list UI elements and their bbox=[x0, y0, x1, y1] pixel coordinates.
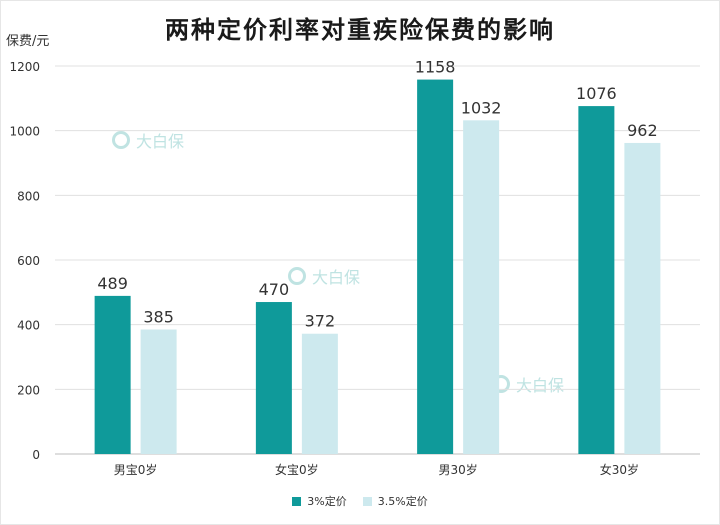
y-tick-label: 600 bbox=[17, 254, 40, 268]
data-label: 470 bbox=[259, 280, 290, 299]
data-label: 962 bbox=[627, 121, 658, 140]
y-tick-label: 400 bbox=[17, 319, 40, 333]
watermark-logo-icon bbox=[288, 267, 306, 285]
bar bbox=[578, 106, 615, 455]
data-label: 489 bbox=[97, 274, 128, 293]
y-tick-label: 1200 bbox=[9, 60, 40, 74]
watermark-text: 大白保 bbox=[516, 376, 565, 395]
legend-swatch bbox=[292, 496, 302, 506]
bar bbox=[301, 333, 338, 454]
watermark: 大白保 bbox=[112, 128, 184, 152]
y-axis-unit-label: 保费/元 bbox=[6, 34, 50, 49]
watermark-logo-icon bbox=[112, 131, 130, 149]
bar bbox=[624, 142, 661, 454]
y-tick-label: 800 bbox=[17, 189, 40, 203]
bar bbox=[140, 329, 177, 454]
data-label: 1158 bbox=[415, 58, 456, 77]
legend-label: 3.5%定价 bbox=[377, 495, 428, 508]
x-tick-label: 男30岁 bbox=[438, 462, 477, 477]
bar bbox=[417, 79, 454, 454]
watermark-text: 大白保 bbox=[136, 132, 185, 151]
watermark: 大白保 bbox=[288, 264, 360, 288]
chart-title: 两种定价利率对重疾险保费的影响 bbox=[165, 16, 555, 44]
legend-swatch bbox=[362, 496, 372, 506]
legend: 3%定价 3.5%定价 bbox=[0, 493, 720, 509]
x-tick-label: 女30岁 bbox=[600, 462, 639, 477]
data-label: 385 bbox=[143, 308, 174, 327]
legend-item-series2: 3.5%定价 bbox=[362, 493, 428, 509]
y-tick-label: 0 bbox=[32, 448, 40, 462]
bar bbox=[94, 295, 131, 454]
y-tick-label: 200 bbox=[17, 383, 40, 397]
data-label: 1032 bbox=[461, 98, 502, 117]
data-label: 372 bbox=[305, 312, 336, 331]
bar bbox=[463, 120, 500, 454]
y-tick-label: 1000 bbox=[9, 125, 40, 139]
bar bbox=[255, 302, 292, 454]
x-tick-label: 男宝0岁 bbox=[114, 462, 158, 477]
legend-label: 3%定价 bbox=[307, 495, 347, 508]
legend-item-series1: 3%定价 bbox=[292, 493, 347, 509]
x-tick-label: 女宝0岁 bbox=[275, 462, 319, 477]
watermark-text: 大白保 bbox=[312, 268, 361, 287]
data-label: 1076 bbox=[576, 84, 617, 103]
